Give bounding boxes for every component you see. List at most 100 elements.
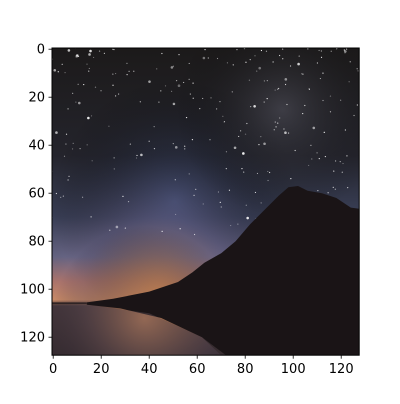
star xyxy=(266,80,268,82)
star xyxy=(172,142,174,145)
star xyxy=(345,48,348,50)
star xyxy=(244,133,247,135)
star xyxy=(282,48,284,50)
star xyxy=(323,131,325,133)
star xyxy=(341,171,343,173)
star xyxy=(269,171,271,174)
star xyxy=(57,71,59,73)
star xyxy=(256,172,259,175)
star xyxy=(344,50,347,53)
star xyxy=(335,48,338,50)
star xyxy=(188,78,190,80)
star xyxy=(88,67,90,70)
star xyxy=(246,216,249,220)
star xyxy=(330,50,332,52)
star xyxy=(216,108,218,110)
star xyxy=(53,68,57,72)
star xyxy=(83,83,85,86)
star xyxy=(232,64,234,66)
star xyxy=(254,55,256,57)
star xyxy=(179,228,181,230)
star xyxy=(75,101,77,103)
star xyxy=(153,148,156,150)
star xyxy=(161,52,163,55)
star xyxy=(266,98,268,100)
star xyxy=(193,233,196,236)
star xyxy=(174,179,176,181)
star xyxy=(340,99,342,101)
star xyxy=(277,88,279,90)
star xyxy=(158,101,160,103)
star xyxy=(220,206,222,208)
star xyxy=(233,146,237,150)
star xyxy=(286,103,288,106)
star xyxy=(87,116,90,120)
star xyxy=(202,203,204,205)
star xyxy=(275,126,277,128)
star xyxy=(263,80,265,82)
star xyxy=(327,192,329,194)
star xyxy=(68,175,70,177)
star xyxy=(113,157,115,159)
star xyxy=(122,195,124,197)
star xyxy=(202,56,206,60)
star xyxy=(324,155,326,158)
star xyxy=(177,84,181,88)
star xyxy=(217,191,220,193)
star xyxy=(245,204,247,206)
star xyxy=(88,70,90,72)
mountain xyxy=(86,186,360,356)
y-tick-label: 20 xyxy=(28,91,45,106)
star xyxy=(204,48,206,51)
star xyxy=(339,160,341,163)
star xyxy=(65,133,68,135)
star xyxy=(172,65,174,67)
star xyxy=(258,143,260,146)
x-tick-label: 0 xyxy=(49,362,57,377)
star xyxy=(185,116,188,119)
star xyxy=(250,106,252,108)
star xyxy=(170,66,174,69)
star xyxy=(207,57,209,59)
star xyxy=(260,202,262,204)
star xyxy=(343,49,345,51)
star xyxy=(209,139,211,141)
star xyxy=(128,70,130,72)
star xyxy=(241,168,243,170)
star xyxy=(118,93,120,95)
star xyxy=(230,224,232,227)
star xyxy=(332,186,334,189)
star xyxy=(301,73,303,75)
y-tick-label: 120 xyxy=(20,331,45,346)
star xyxy=(79,148,81,150)
star xyxy=(353,114,355,117)
star xyxy=(216,57,219,60)
star xyxy=(308,164,310,167)
star xyxy=(55,192,58,195)
star xyxy=(238,135,240,138)
star xyxy=(260,136,262,138)
star xyxy=(113,48,115,51)
star xyxy=(284,83,287,86)
star xyxy=(346,155,348,157)
star xyxy=(231,91,233,93)
star xyxy=(191,139,194,141)
star xyxy=(278,87,280,90)
star xyxy=(248,79,251,81)
star xyxy=(348,81,350,83)
star xyxy=(55,131,58,134)
star xyxy=(195,188,197,190)
star xyxy=(189,93,191,95)
star xyxy=(108,125,110,127)
star xyxy=(115,95,117,97)
star xyxy=(319,77,322,80)
star xyxy=(193,194,195,196)
star xyxy=(249,58,251,61)
star xyxy=(176,80,178,82)
star xyxy=(310,144,312,146)
star xyxy=(160,90,162,92)
star xyxy=(164,85,167,87)
star xyxy=(342,162,344,165)
star xyxy=(320,56,323,58)
star xyxy=(258,66,262,70)
